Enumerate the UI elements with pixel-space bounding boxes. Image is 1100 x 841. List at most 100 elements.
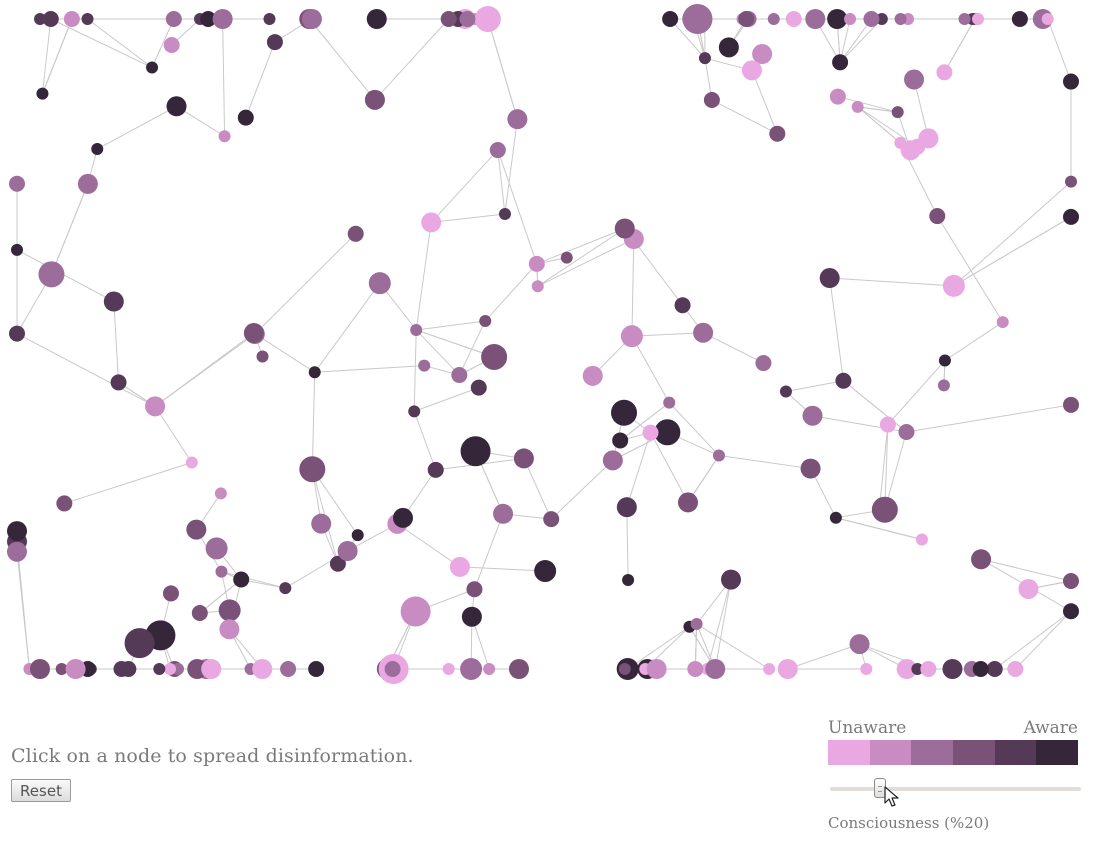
network-node[interactable] — [1007, 661, 1024, 677]
network-node[interactable] — [400, 596, 431, 627]
network-node[interactable] — [191, 605, 208, 622]
network-node[interactable] — [614, 218, 635, 239]
network-node[interactable] — [351, 529, 364, 542]
network-node[interactable] — [718, 37, 739, 58]
network-node[interactable] — [942, 659, 963, 679]
reset-button[interactable]: Reset — [11, 779, 71, 802]
network-nodes[interactable] — [7, 4, 1079, 684]
slider-thumb[interactable] — [874, 778, 887, 798]
network-node[interactable] — [124, 628, 155, 659]
network-node[interactable] — [219, 619, 240, 640]
network-node[interactable] — [392, 507, 413, 528]
network-node[interactable] — [879, 416, 896, 433]
network-node[interactable] — [915, 533, 928, 546]
network-node[interactable] — [618, 663, 631, 675]
network-node[interactable] — [654, 419, 681, 446]
network-node[interactable] — [873, 499, 886, 512]
network-node[interactable] — [7, 541, 27, 562]
network-node[interactable] — [693, 322, 714, 343]
network-node[interactable] — [263, 13, 276, 25]
network-node[interactable] — [77, 173, 98, 194]
network-node[interactable] — [622, 573, 635, 586]
network-node[interactable] — [531, 280, 544, 293]
network-node[interactable] — [185, 456, 198, 469]
network-node[interactable] — [835, 372, 852, 389]
network-node[interactable] — [218, 130, 231, 143]
network-graph[interactable] — [0, 0, 1100, 700]
network-node[interactable] — [891, 106, 904, 119]
network-node[interactable] — [805, 9, 826, 29]
network-node[interactable] — [440, 11, 457, 27]
network-node[interactable] — [451, 367, 468, 384]
network-node[interactable] — [233, 571, 250, 588]
network-node[interactable] — [543, 511, 560, 528]
network-node[interactable] — [534, 560, 557, 583]
network-node[interactable] — [410, 323, 423, 336]
network-node[interactable] — [752, 44, 773, 65]
network-node[interactable] — [1063, 208, 1079, 225]
network-node[interactable] — [162, 585, 179, 602]
network-node[interactable] — [616, 497, 637, 518]
network-node[interactable] — [769, 125, 786, 142]
network-node[interactable] — [646, 659, 667, 679]
network-node[interactable] — [218, 599, 241, 622]
network-node[interactable] — [29, 659, 50, 679]
network-node[interactable] — [421, 212, 442, 233]
network-node[interactable] — [896, 659, 917, 679]
network-node[interactable] — [493, 503, 514, 524]
network-node[interactable] — [384, 661, 401, 677]
network-node[interactable] — [936, 64, 953, 81]
network-node[interactable] — [898, 423, 915, 440]
network-node[interactable] — [200, 11, 217, 27]
network-node[interactable] — [442, 663, 455, 675]
network-node[interactable] — [851, 100, 864, 113]
network-node[interactable] — [1065, 175, 1077, 188]
network-node[interactable] — [687, 661, 704, 677]
network-node[interactable] — [972, 661, 989, 677]
network-node[interactable] — [763, 663, 776, 675]
network-node[interactable] — [368, 272, 391, 295]
network-node[interactable] — [703, 92, 720, 109]
network-node[interactable] — [36, 87, 49, 100]
network-node[interactable] — [996, 316, 1009, 329]
network-node[interactable] — [481, 343, 508, 370]
network-node[interactable] — [849, 634, 870, 655]
network-node[interactable] — [11, 243, 23, 256]
network-node[interactable] — [347, 225, 364, 242]
network-node[interactable] — [844, 13, 857, 25]
network-node[interactable] — [279, 582, 292, 595]
network-node[interactable] — [929, 208, 946, 225]
network-node[interactable] — [958, 13, 971, 25]
network-node[interactable] — [1063, 396, 1079, 413]
network-node[interactable] — [103, 291, 124, 312]
network-node[interactable] — [611, 399, 638, 426]
network-node[interactable] — [256, 350, 269, 363]
network-node[interactable] — [449, 556, 470, 577]
network-node[interactable] — [186, 519, 207, 540]
network-node[interactable] — [642, 424, 659, 441]
network-node[interactable] — [1063, 73, 1079, 90]
network-node[interactable] — [212, 9, 233, 29]
network-node[interactable] — [663, 396, 676, 409]
network-node[interactable] — [38, 261, 65, 288]
network-node[interactable] — [986, 661, 1003, 677]
network-node[interactable] — [205, 537, 228, 560]
network-node[interactable] — [459, 11, 476, 27]
network-node[interactable] — [904, 69, 925, 90]
network-node[interactable] — [674, 297, 691, 314]
network-node[interactable] — [682, 4, 713, 34]
network-node[interactable] — [470, 379, 487, 396]
network-node[interactable] — [829, 511, 842, 524]
network-node[interactable] — [920, 661, 937, 677]
network-node[interactable] — [1063, 603, 1079, 620]
network-node[interactable] — [942, 274, 965, 297]
network-node[interactable] — [738, 11, 755, 27]
network-node[interactable] — [894, 136, 907, 149]
network-node[interactable] — [602, 450, 623, 471]
network-node[interactable] — [498, 207, 511, 220]
network-node[interactable] — [408, 405, 421, 418]
network-node[interactable] — [489, 142, 506, 159]
network-node[interactable] — [364, 89, 385, 110]
network-node[interactable] — [308, 661, 325, 677]
consciousness-slider[interactable] — [830, 778, 1081, 800]
